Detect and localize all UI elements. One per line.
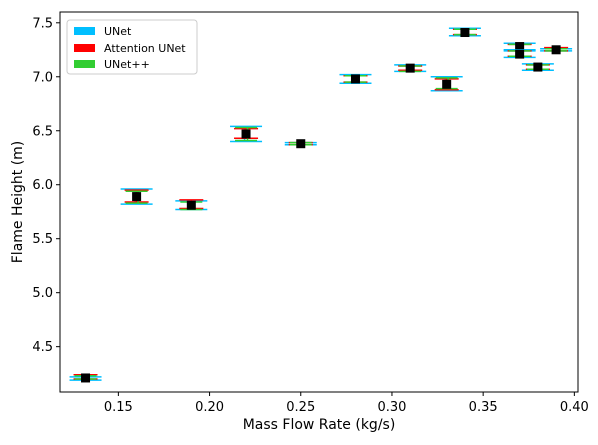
x-tick-label: 0.30: [377, 400, 406, 415]
y-tick-label: 7.0: [32, 70, 53, 85]
data-point-marker: [350, 74, 360, 84]
legend-label-unet: UNet: [104, 25, 132, 38]
data-point-marker: [186, 200, 196, 210]
data-point-marker: [81, 373, 91, 383]
x-tick-label: 0.25: [286, 400, 315, 415]
x-axis: 0.15 0.20 0.25 0.30 0.35 0.40: [104, 392, 589, 415]
x-tick-label: 0.35: [469, 400, 498, 415]
data-point-marker: [132, 192, 142, 202]
legend: UNet Attention UNet UNet++: [66, 19, 198, 75]
y-axis-label: Flame Height (m): [10, 141, 26, 264]
legend-label-attention-unet: Attention UNet: [104, 42, 186, 55]
plot-frame: [59, 11, 579, 393]
data-point-marker: [296, 139, 306, 149]
legend-swatch-unetpp: [74, 60, 95, 68]
data-point-marker: [551, 45, 561, 55]
y-tick-label: 4.5: [32, 340, 53, 355]
data-point-marker: [405, 63, 415, 73]
data-point-marker: [515, 42, 525, 52]
data-point-marker: [241, 129, 251, 139]
legend-swatch-attention-unet: [74, 44, 95, 52]
y-tick-label: 5.0: [32, 286, 53, 301]
x-tick-label: 0.15: [104, 400, 133, 415]
y-axis: 4.5 5.0 5.5 6.0 6.5 7.0 7.5: [32, 16, 60, 355]
legend-label-unetpp: UNet++: [104, 58, 150, 71]
data-point-marker: [442, 79, 452, 89]
x-tick-label: 0.40: [560, 400, 589, 415]
legend-box: [66, 19, 198, 75]
y-tick-label: 7.5: [32, 16, 53, 31]
data-marks: [69, 27, 573, 383]
x-axis-label: Mass Flow Rate (kg/s): [243, 417, 396, 433]
legend-swatch-unet: [74, 27, 95, 35]
data-point-marker: [515, 49, 525, 59]
y-tick-label: 6.5: [32, 124, 53, 139]
data-point-marker: [460, 28, 470, 38]
data-point-marker: [533, 62, 543, 72]
y-tick-label: 6.0: [32, 178, 53, 193]
y-tick-label: 5.5: [32, 232, 53, 247]
x-tick-label: 0.20: [195, 400, 224, 415]
